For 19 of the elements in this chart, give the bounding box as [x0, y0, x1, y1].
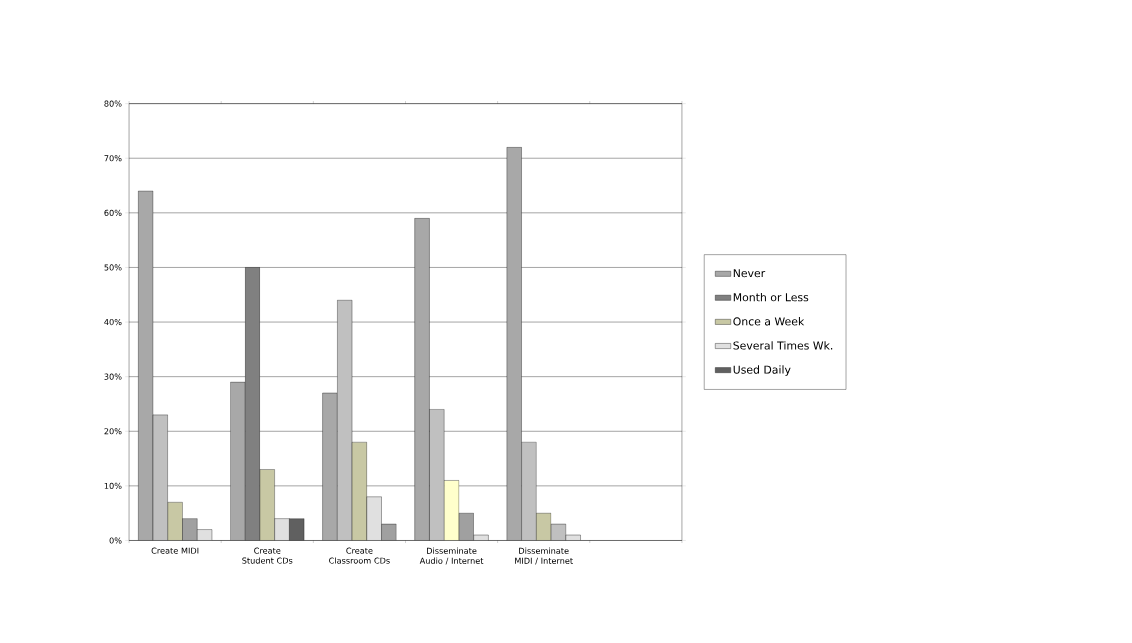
x-tick-label: Disseminate MIDI / Internet: [515, 547, 573, 565]
y-tick-label: 40%: [104, 319, 122, 326]
y-tick-label: 50%: [104, 264, 122, 271]
y-tick-label: 10%: [104, 482, 122, 490]
y-tick-label: 80%: [104, 100, 122, 107]
y-tick-label: 70%: [104, 155, 122, 162]
legend-label: Once a Week: [733, 317, 805, 326]
legend-label: Month or Less: [733, 293, 809, 302]
x-tick-label: Disseminate Audio / Internet: [419, 547, 484, 565]
x-tick-label: Create Classroom CDs: [329, 547, 390, 564]
y-tick-label: 60%: [104, 209, 122, 217]
x-tick-label: Create MIDI: [151, 547, 199, 554]
x-tick-label: Create Student CDs: [242, 547, 293, 564]
y-tick-label: 0%: [109, 537, 122, 544]
y-tick-label: 20%: [104, 428, 122, 435]
y-tick-label: 30%: [104, 373, 122, 380]
legend-label: Used Daily: [733, 365, 791, 377]
legend-label: Several Times Wk.: [733, 341, 833, 350]
legend-label: Never: [733, 269, 766, 278]
